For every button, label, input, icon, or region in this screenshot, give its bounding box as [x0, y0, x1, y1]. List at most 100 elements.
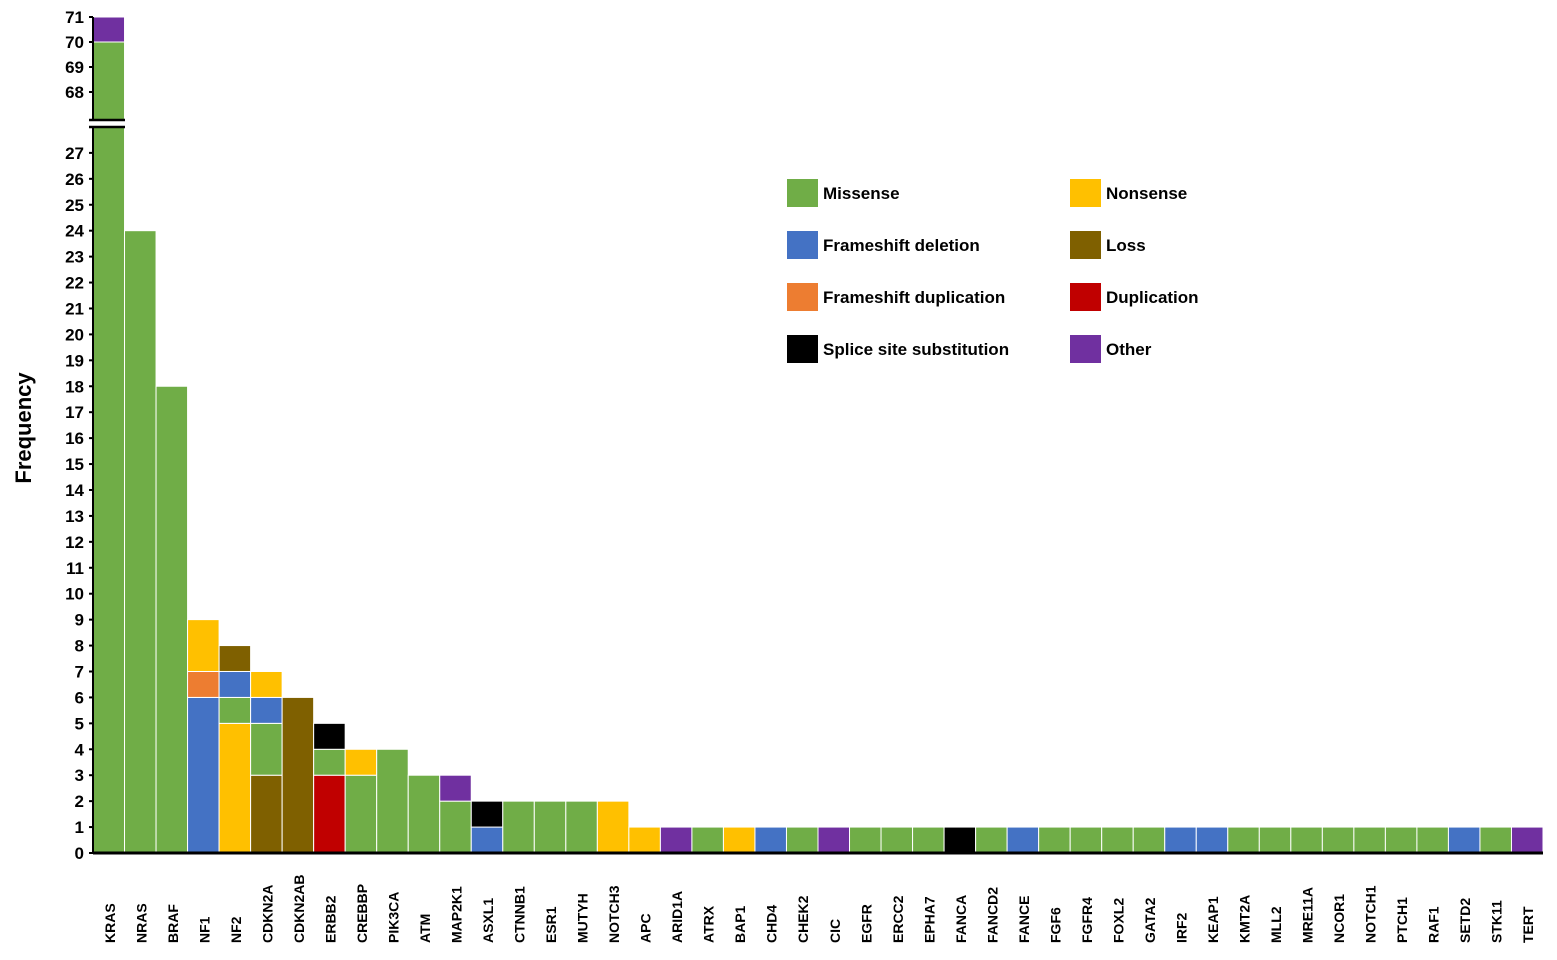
bar-segment-map2k1-missense	[439, 800, 472, 854]
bar-segment-egfr-missense	[849, 826, 882, 854]
y-tick-label: 0	[75, 844, 84, 863]
bar-segment-fancd2-missense	[975, 826, 1008, 854]
bar-segment-keap1-fs_del	[1195, 826, 1229, 854]
bar-segment-erbb2-missense	[313, 748, 346, 776]
x-tick-labels: KRAS NRAS BRAF NF1 NF2 CDKN2A CDKN2AB ERBB2 CREB…	[102, 875, 1536, 943]
bar-segment-cdkn2a-nonsense	[250, 670, 283, 698]
y-tick-label: 13	[65, 507, 84, 526]
bar-segment-setd2-fs_del	[1447, 826, 1481, 854]
x-tick-label: FANCE	[1016, 896, 1032, 943]
x-tick-label: EGFR	[858, 904, 874, 943]
x-tick-label: MAP2K1	[449, 886, 465, 943]
bar-segment-nf1-fs_del	[187, 696, 220, 854]
x-tick-label: BRAF	[165, 904, 181, 943]
x-tick-label: KMT2A	[1237, 895, 1253, 943]
y-tick-label: 2	[75, 792, 84, 811]
y-tick-label: 17	[65, 403, 84, 422]
y-tick-label: 18	[65, 377, 84, 396]
legend-swatch-splice	[787, 335, 818, 363]
y-tick-label: 10	[65, 585, 84, 604]
legend-label-nonsense: Nonsense	[1106, 184, 1187, 203]
x-tick-label: CTNNB1	[512, 886, 528, 943]
bar-segment-kras-missense	[92, 41, 126, 854]
y-tick-label: 3	[75, 766, 84, 785]
y-tick-label: 14	[65, 481, 84, 500]
bar-segment-ercc2-missense	[880, 826, 914, 854]
legend-swatch-fs_dup	[787, 283, 818, 311]
y-tick-label: 7	[75, 662, 84, 681]
y-tick-label: 24	[65, 222, 84, 241]
bar-segment-cdkn2ab-loss	[281, 696, 315, 854]
bar-segment-epha7-missense	[912, 826, 945, 854]
bar-segment-fanca-splice	[943, 826, 977, 854]
x-tick-label: CHD4	[764, 905, 780, 943]
y-tick-label: 71	[65, 8, 84, 27]
legend-label-other: Other	[1106, 340, 1152, 359]
bar-segment-cdkn2a-fs_del	[250, 696, 283, 724]
bar-segment-nf2-fs_del	[218, 670, 252, 698]
y-tick-label: 4	[75, 740, 85, 759]
y-tick-label: 8	[75, 637, 84, 656]
bar-segment-mll2-missense	[1258, 826, 1292, 854]
bar-segment-irf2-fs_del	[1164, 826, 1197, 854]
x-tick-label: FGF6	[1047, 907, 1063, 943]
bar-segment-atrx-missense	[691, 826, 724, 854]
bar-segment-braf-missense	[155, 385, 189, 854]
bar-segment-stk11-missense	[1479, 826, 1512, 854]
legend-swatch-missense	[787, 179, 818, 207]
bar-segment-ctnnb1-missense	[502, 800, 535, 854]
y-tick-label: 9	[75, 611, 84, 630]
bar-segment-nf2-loss	[218, 645, 252, 672]
legend-swatch-loss	[1070, 231, 1101, 259]
legend-label-dup: Duplication	[1106, 288, 1199, 307]
x-tick-label: ESR1	[543, 906, 559, 943]
bar-segment-notch1-missense	[1353, 826, 1386, 854]
x-tick-label: ERBB2	[322, 895, 338, 943]
bar-segment-map2k1-other	[439, 774, 472, 802]
y-tick-label: 69	[65, 58, 84, 77]
x-tick-label: FANCA	[953, 895, 969, 943]
bar-segment-cdkn2a-loss	[250, 774, 283, 854]
legend-label-splice: Splice site substitution	[823, 340, 1009, 359]
x-tick-label: CIC	[827, 919, 843, 943]
x-tick-label: NOTCH3	[606, 885, 622, 943]
bar-segment-raf1-missense	[1416, 826, 1449, 854]
x-tick-label: PTCH1	[1394, 897, 1410, 943]
bar-segment-bap1-nonsense	[722, 826, 756, 854]
bar-segment-cdkn2a-missense	[250, 722, 283, 776]
bar-segment-asxl1-splice	[470, 800, 504, 828]
y-tick-label: 23	[65, 248, 84, 267]
y-tick-label: 20	[65, 325, 84, 344]
bar-segment-cic-other	[817, 826, 851, 854]
legend-label-missense: Missense	[823, 184, 900, 203]
x-tick-label: ATRX	[701, 905, 717, 943]
x-tick-label: RAF1	[1426, 906, 1442, 943]
bar-segment-crebbp-nonsense	[344, 748, 378, 776]
y-tick-label: 16	[65, 429, 84, 448]
bar-segment-chek2-missense	[785, 826, 819, 854]
y-tick-label: 25	[65, 196, 84, 215]
x-tick-label: CHEK2	[795, 895, 811, 943]
x-tick-label: KEAP1	[1205, 896, 1221, 943]
x-tick-label: MUTYH	[575, 893, 591, 943]
bar-segment-fance-fs_del	[1006, 826, 1040, 854]
axis-break-gap	[89, 120, 125, 127]
bar-segment-asxl1-fs_del	[470, 826, 504, 854]
bar-segment-tert-other	[1510, 826, 1544, 854]
y-tick-label: 68	[65, 83, 84, 102]
y-tick-label: 12	[65, 533, 84, 552]
bar-segment-notch3-nonsense	[596, 800, 630, 854]
bar-segment-foxl2-missense	[1101, 826, 1134, 854]
x-tick-label: GATA2	[1142, 897, 1158, 943]
bar-segment-nras-missense	[124, 230, 157, 854]
bar-segment-arid1a-other	[659, 826, 693, 854]
x-tick-label: ASXL1	[480, 898, 496, 943]
x-tick-label: PIK3CA	[385, 892, 401, 943]
bar-segment-crebbp-missense	[344, 774, 378, 854]
y-tick-label: 70	[65, 33, 84, 52]
bar-segment-kmt2a-missense	[1227, 826, 1260, 854]
bar-segment-nf2-missense	[218, 696, 252, 724]
bars-group	[92, 16, 1544, 854]
x-tick-label: BAP1	[732, 905, 748, 943]
